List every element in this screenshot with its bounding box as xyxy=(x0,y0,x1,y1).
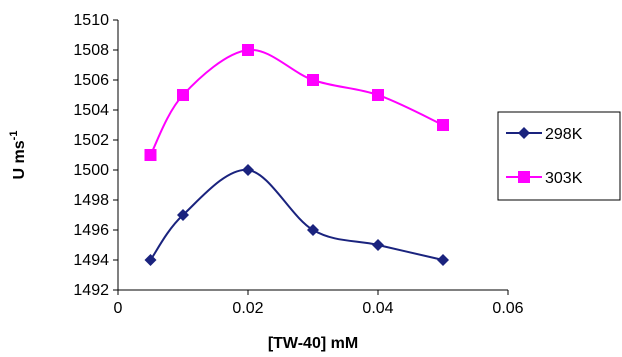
y-tick-label: 1510 xyxy=(73,12,109,29)
legend-label: 303K xyxy=(545,170,583,187)
y-tick-label: 1506 xyxy=(73,72,109,89)
y-axis-label: U ms-1 xyxy=(8,131,28,180)
series-line xyxy=(149,48,444,156)
y-tick-label: 1504 xyxy=(73,102,109,119)
x-axis-label: [TW-40] mM xyxy=(268,335,358,352)
legend-item: 303K xyxy=(506,170,583,187)
data-point xyxy=(177,89,189,101)
data-point xyxy=(242,44,254,56)
x-tick-group: 0 0.02 0.04 0.06 xyxy=(114,290,524,317)
y-axis-label-superscript: -1 xyxy=(8,131,20,141)
y-tick-label: 1492 xyxy=(73,282,109,299)
series-line xyxy=(149,168,444,261)
y-tick-label: 1498 xyxy=(73,192,109,209)
legend: 298K 303K xyxy=(497,111,621,201)
axes xyxy=(117,20,508,291)
x-tick-label: 0.06 xyxy=(492,300,523,317)
x-tick-label: 0 xyxy=(114,300,123,317)
legend-item: 298K xyxy=(506,126,583,143)
y-tick-label: 1496 xyxy=(73,222,109,239)
data-point xyxy=(177,209,189,221)
y-tick-label: 1508 xyxy=(73,42,109,59)
data-point xyxy=(144,149,157,161)
x-tick-label: 0.02 xyxy=(232,300,263,317)
series-layer xyxy=(144,44,449,266)
series-303K xyxy=(144,44,449,161)
data-point xyxy=(372,89,384,101)
data-point xyxy=(242,164,254,176)
y-axis-label-main: U ms xyxy=(11,140,28,179)
legend-box xyxy=(497,111,621,201)
y-tick-label: 1502 xyxy=(73,132,109,149)
data-point xyxy=(437,254,449,266)
data-point xyxy=(307,224,319,236)
data-point xyxy=(372,239,384,251)
y-tick-label: 1494 xyxy=(73,252,109,269)
y-tick-group: 1492 1494 1496 1498 1500 1502 1504 1506 1508 1510 xyxy=(73,12,118,299)
legend-marker xyxy=(518,171,530,183)
series-298K xyxy=(144,164,449,266)
x-tick-label: 0.04 xyxy=(362,300,393,317)
legend-marker xyxy=(518,127,530,139)
data-point xyxy=(144,254,157,266)
legend-label: 298K xyxy=(545,126,583,143)
data-point xyxy=(437,119,449,131)
data-point xyxy=(307,74,319,86)
y-tick-label: 1500 xyxy=(73,162,109,179)
